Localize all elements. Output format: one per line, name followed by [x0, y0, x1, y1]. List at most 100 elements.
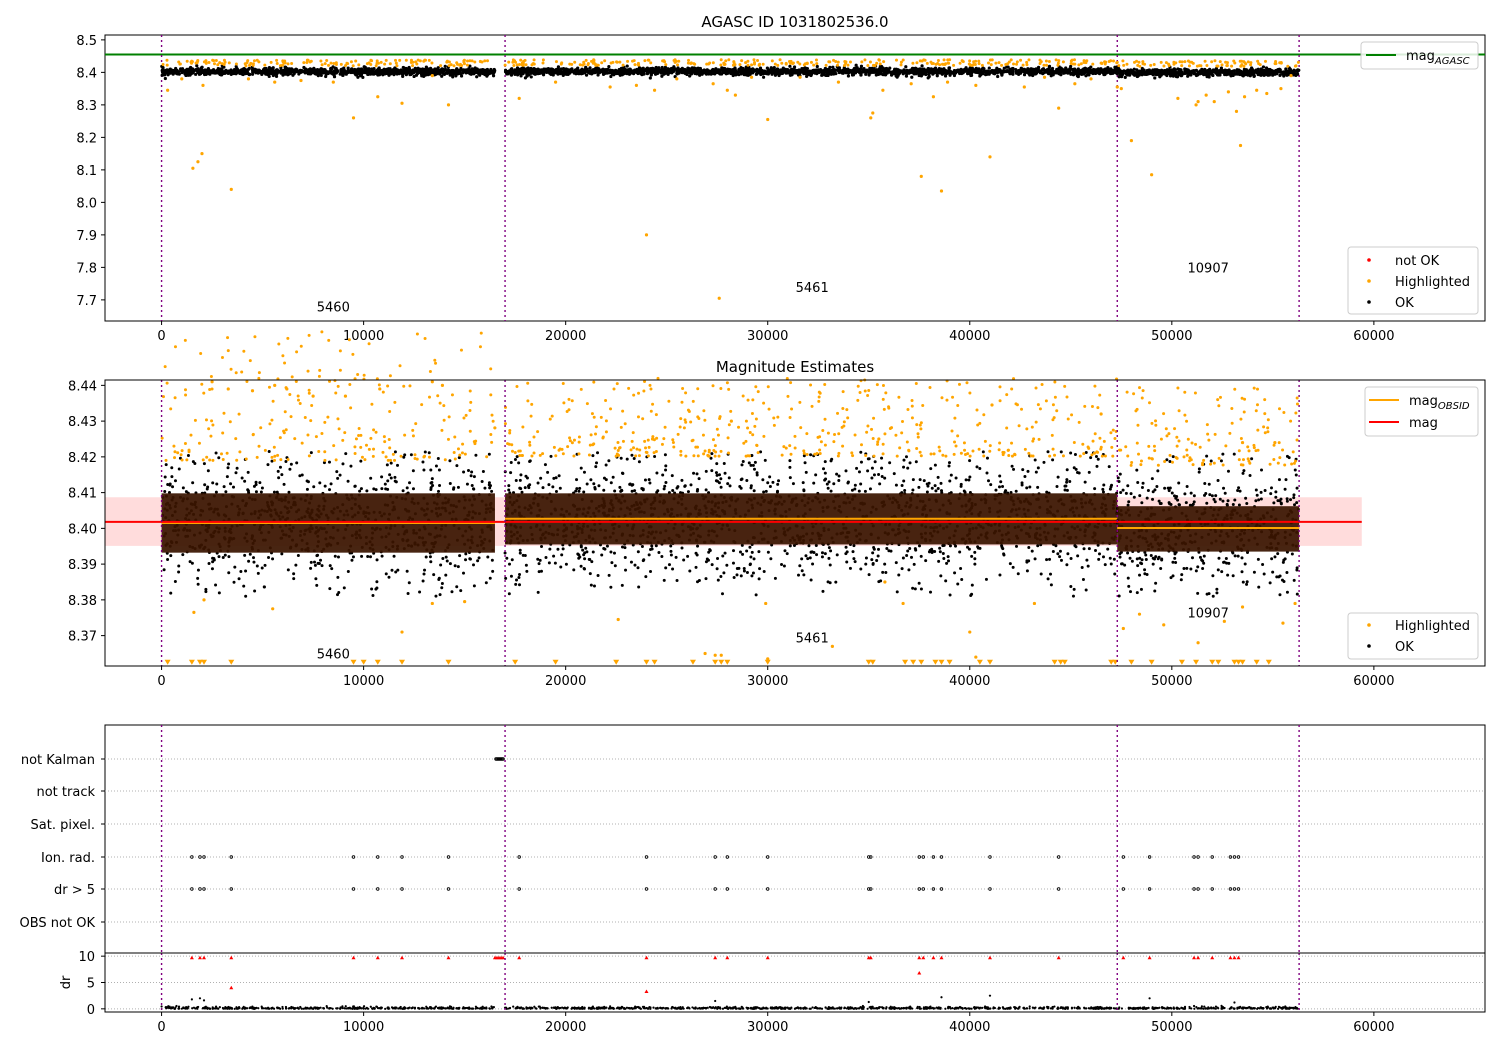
highlighted-point — [1183, 60, 1187, 64]
highlighted-point — [674, 59, 678, 63]
highlighted-point — [724, 59, 728, 63]
highlighted-point — [1279, 61, 1283, 65]
ok-point — [231, 69, 235, 73]
highlighted-outlier-point — [919, 174, 923, 178]
ok-point — [173, 580, 177, 584]
ok-point — [785, 69, 789, 73]
highlighted-point — [788, 61, 792, 65]
ok-point — [200, 65, 204, 69]
ok-point — [202, 462, 206, 466]
ok-point — [491, 569, 495, 573]
highlighted-point — [947, 61, 951, 65]
highlighted-outlier-point — [331, 80, 335, 84]
ok-point — [429, 486, 433, 490]
highlighted-point — [936, 59, 940, 63]
ok-point — [920, 64, 924, 68]
ok-point — [718, 72, 722, 76]
ok-point — [623, 67, 627, 71]
ok-point — [162, 568, 166, 572]
highlighted-point — [327, 63, 331, 67]
ok-point — [635, 70, 640, 75]
ok-point — [175, 71, 180, 75]
ok-point — [951, 71, 955, 75]
ok-point — [625, 64, 629, 68]
highlighted-point — [1038, 62, 1042, 66]
highlighted-point — [1015, 60, 1019, 64]
x-tick-label: 20000 — [545, 329, 586, 344]
ok-point — [423, 450, 427, 454]
highlighted-point — [1224, 60, 1228, 64]
y-tick-label: 8.5 — [76, 34, 97, 49]
ok-point — [1142, 71, 1146, 75]
ok-point — [331, 72, 335, 76]
ok-point — [234, 69, 238, 74]
ok-point — [319, 70, 323, 74]
highlighted-point — [395, 64, 399, 68]
highlighted-outlier-point — [1238, 143, 1243, 148]
highlighted-point — [1286, 64, 1290, 68]
ok-point — [1288, 67, 1292, 71]
highlighted-point — [185, 59, 189, 63]
highlighted-outlier-point — [1234, 109, 1239, 113]
highlighted-outlier-point — [644, 233, 649, 237]
highlighted-outlier-point — [1196, 100, 1200, 104]
ok-point — [973, 70, 978, 74]
highlighted-point — [1038, 58, 1042, 62]
highlighted-point — [1091, 62, 1095, 66]
ok-point — [252, 560, 256, 564]
ok-point — [170, 466, 174, 470]
highlighted-point — [302, 61, 306, 65]
ok-point — [621, 72, 626, 76]
highlighted-point — [878, 62, 882, 66]
highlighted-point — [415, 62, 419, 66]
ok-point — [705, 68, 709, 72]
highlighted-outlier-point — [1265, 91, 1269, 96]
ok-point — [462, 470, 466, 474]
ok-point — [772, 66, 776, 70]
ok-point — [776, 68, 780, 72]
ok-point — [910, 75, 914, 79]
ok-point — [712, 69, 716, 73]
highlighted-outlier-point — [1129, 139, 1134, 143]
highlighted-point — [1084, 61, 1088, 65]
ok-point — [292, 577, 296, 581]
ok-point — [607, 65, 611, 69]
highlighted-point — [263, 63, 267, 67]
ok-point — [237, 577, 241, 581]
highlighted-point — [719, 63, 723, 67]
ok-point — [174, 66, 178, 71]
ok-point — [987, 66, 991, 70]
highlighted-point — [257, 60, 261, 64]
highlighted-outlier-point — [166, 88, 170, 92]
ok-point — [229, 482, 233, 486]
ok-point — [260, 486, 264, 490]
ok-point — [904, 65, 908, 69]
ok-point — [1018, 71, 1023, 75]
ok-point — [640, 70, 644, 74]
ok-point — [380, 554, 384, 558]
ok-point — [689, 72, 693, 76]
ok-point — [384, 572, 388, 576]
ok-point — [1014, 68, 1018, 73]
highlighted-point — [211, 58, 215, 62]
y-tick-label: 7.7 — [76, 294, 97, 309]
highlighted-point — [631, 59, 635, 63]
highlighted-point — [1186, 59, 1190, 63]
highlighted-point — [1122, 63, 1126, 67]
highlighted-point — [757, 63, 761, 67]
ok-point — [194, 72, 198, 76]
ok-point — [387, 575, 391, 579]
ok-point — [310, 68, 314, 72]
highlighted-point — [1111, 59, 1115, 63]
ok-point — [929, 67, 933, 71]
highlighted-outlier-point — [871, 111, 875, 115]
highlighted-point — [832, 58, 836, 62]
highlighted-outlier-point — [246, 77, 251, 81]
highlighted-outlier-point — [430, 74, 434, 78]
highlighted-point — [329, 61, 333, 65]
highlighted-point — [512, 63, 516, 67]
ok-point — [947, 66, 951, 70]
ok-point — [567, 70, 571, 74]
ok-point — [160, 70, 165, 74]
ok-point — [214, 451, 218, 455]
